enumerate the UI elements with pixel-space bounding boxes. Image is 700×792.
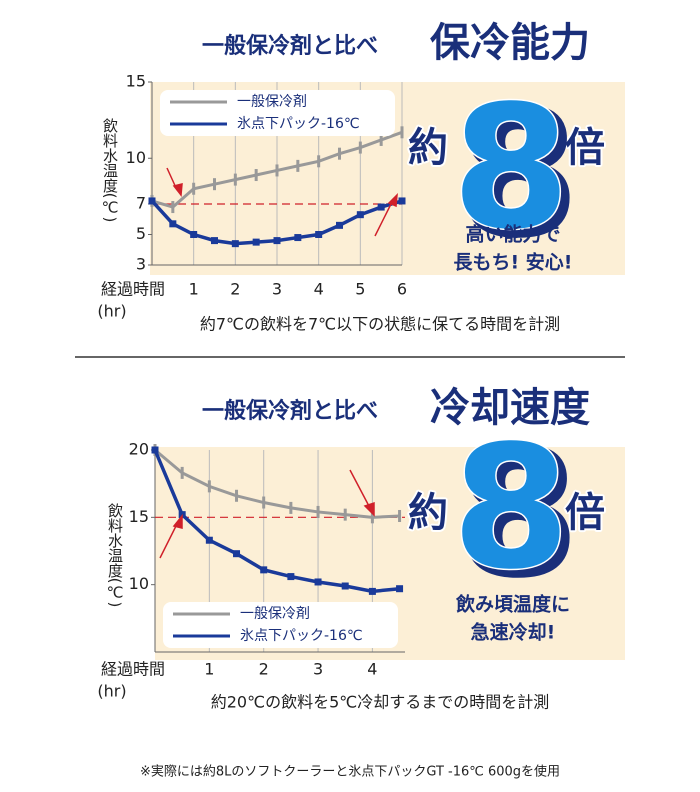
point xyxy=(207,480,211,493)
x-tick-label: 2 xyxy=(259,660,269,679)
point xyxy=(213,178,216,191)
y-tick-label: 20 xyxy=(129,440,149,459)
point xyxy=(231,240,239,248)
point xyxy=(356,211,364,219)
point xyxy=(262,496,266,509)
point xyxy=(169,220,177,228)
point xyxy=(180,466,184,479)
x-tick-label: 5 xyxy=(355,280,365,299)
y-axis-label: 飲料水温度(℃) xyxy=(106,503,124,608)
point xyxy=(294,234,302,242)
headline: 一般保冷剤と比べ xyxy=(202,398,378,424)
x-tick-label: 1 xyxy=(204,660,214,679)
point xyxy=(151,446,159,454)
point xyxy=(343,508,347,521)
point xyxy=(296,159,300,172)
point xyxy=(233,173,237,186)
point xyxy=(398,197,406,205)
x-axis-label: 経過時間 xyxy=(101,660,165,679)
ratio-shadow: 8 xyxy=(459,415,577,613)
legend-label: 氷点下パック-16℃ xyxy=(240,628,363,644)
point xyxy=(289,501,293,514)
point xyxy=(396,585,404,593)
point xyxy=(398,509,402,522)
point xyxy=(192,182,196,195)
point xyxy=(341,582,349,590)
point xyxy=(235,489,239,502)
x-tick-label: 1 xyxy=(189,280,199,299)
x-tick-label: 2 xyxy=(230,280,240,299)
x-tick-label: 4 xyxy=(367,660,377,679)
point xyxy=(315,231,323,238)
title: 冷却速度 xyxy=(430,385,590,431)
title: 保冷能力 xyxy=(430,20,590,66)
point xyxy=(275,164,279,177)
ratio-prefix: 約 xyxy=(408,490,448,536)
point xyxy=(338,147,341,160)
x-tick-label: 6 xyxy=(397,280,407,299)
point xyxy=(377,203,385,211)
callout: 急速冷却! xyxy=(471,621,556,644)
ratio-shadow: 8 xyxy=(459,75,577,273)
point xyxy=(148,197,156,205)
point xyxy=(211,237,218,245)
series-line xyxy=(153,449,400,594)
ratio-suffix: 倍 xyxy=(565,490,605,536)
y-tick-label: 5 xyxy=(136,224,146,243)
point xyxy=(273,237,281,245)
caption: 約20℃の飲料を5℃冷却するまでの時間を計測 xyxy=(211,693,549,712)
y-tick-label: 15 xyxy=(129,507,149,526)
x-axis-unit: (hr) xyxy=(97,302,126,321)
legend-label: 一般保冷剤 xyxy=(240,606,310,622)
point xyxy=(317,155,321,168)
series-line xyxy=(154,448,400,519)
y-axis-label: 飲料水温度(℃) xyxy=(101,118,119,223)
point xyxy=(400,126,404,139)
footnote: ※実際には約8Lのソフトクーラーと氷点下パックGT -16℃ 600gを使用 xyxy=(140,764,560,780)
ratio-suffix: 倍 xyxy=(565,125,605,171)
point xyxy=(379,133,383,146)
x-tick-label: 3 xyxy=(272,280,282,299)
y-tick-label: 10 xyxy=(129,574,149,593)
y-tick-label: 15 xyxy=(126,72,146,91)
point xyxy=(254,169,258,182)
point xyxy=(171,201,175,214)
x-axis-unit: (hr) xyxy=(97,682,126,701)
arrows xyxy=(159,167,398,559)
point xyxy=(205,536,213,544)
callout: 高い能力で xyxy=(465,223,560,246)
point xyxy=(368,587,376,595)
ratio: 8 xyxy=(452,69,570,267)
caption: 約7℃の飲料を7℃以下の状態に保てる時間を計測 xyxy=(200,315,560,334)
point xyxy=(190,231,198,238)
point xyxy=(287,573,295,581)
legend-label: 一般保冷剤 xyxy=(237,94,307,110)
x-tick-label: 3 xyxy=(313,660,323,679)
x-tick-label: 4 xyxy=(314,280,324,299)
callout: 長もち! 安心! xyxy=(454,251,573,274)
point xyxy=(336,221,343,229)
ratio-prefix: 約 xyxy=(408,125,448,171)
point xyxy=(316,505,320,518)
callout: 飲み頃温度に xyxy=(455,593,570,616)
x-axis-label: 経過時間 xyxy=(101,280,165,299)
point xyxy=(252,238,260,246)
ratio: 8 xyxy=(452,409,570,607)
point xyxy=(314,578,322,586)
headline: 一般保冷剤と比べ xyxy=(202,33,378,59)
y-tick-label: 3 xyxy=(136,255,146,274)
point xyxy=(233,550,241,558)
point xyxy=(370,511,374,524)
y-tick-label: 7 xyxy=(136,194,146,213)
point xyxy=(358,141,362,154)
y-tick-label: 10 xyxy=(126,148,146,167)
point xyxy=(260,566,268,574)
legend-label: 氷点下パック-16℃ xyxy=(237,116,360,132)
